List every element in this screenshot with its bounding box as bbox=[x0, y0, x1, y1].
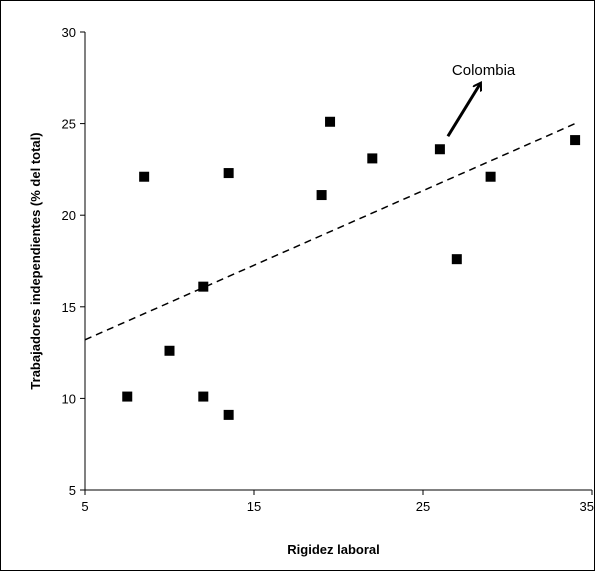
y-tick-label: 10 bbox=[62, 391, 76, 406]
trendline bbox=[84, 122, 576, 341]
y-tick-label: 30 bbox=[62, 25, 76, 40]
data-point bbox=[139, 171, 150, 182]
y-axis-title: Trabajadores independientes (% del total… bbox=[28, 132, 43, 389]
y-tick-label: 25 bbox=[62, 117, 76, 132]
data-point bbox=[122, 391, 133, 402]
x-tick-label: 15 bbox=[247, 499, 261, 514]
data-point bbox=[223, 168, 234, 179]
data-point bbox=[223, 409, 234, 420]
y-tick-label: 5 bbox=[69, 483, 76, 498]
data-point bbox=[434, 144, 445, 155]
data-point bbox=[485, 171, 496, 182]
data-point bbox=[325, 116, 336, 127]
data-point bbox=[451, 254, 462, 265]
x-tick-label: 5 bbox=[81, 499, 88, 514]
y-tick-label: 15 bbox=[62, 300, 76, 315]
data-point bbox=[198, 391, 209, 402]
x-axis-title: Rigidez laboral bbox=[287, 542, 379, 557]
data-point bbox=[570, 135, 581, 146]
annotation-label: Colombia bbox=[452, 62, 516, 79]
annotation-arrow bbox=[446, 84, 480, 138]
annotations: Colombia bbox=[446, 62, 516, 138]
trendline-group bbox=[84, 122, 576, 341]
data-point bbox=[367, 153, 378, 164]
axes: 5 10 15 20 25 30 5 15 25 35 bbox=[62, 25, 594, 514]
x-tick-label: 35 bbox=[580, 499, 594, 514]
data-points bbox=[122, 116, 581, 420]
y-tick-label: 20 bbox=[62, 208, 76, 223]
x-tick-label: 25 bbox=[416, 499, 430, 514]
data-point bbox=[164, 345, 175, 356]
data-point bbox=[198, 281, 209, 292]
data-point bbox=[316, 190, 327, 201]
